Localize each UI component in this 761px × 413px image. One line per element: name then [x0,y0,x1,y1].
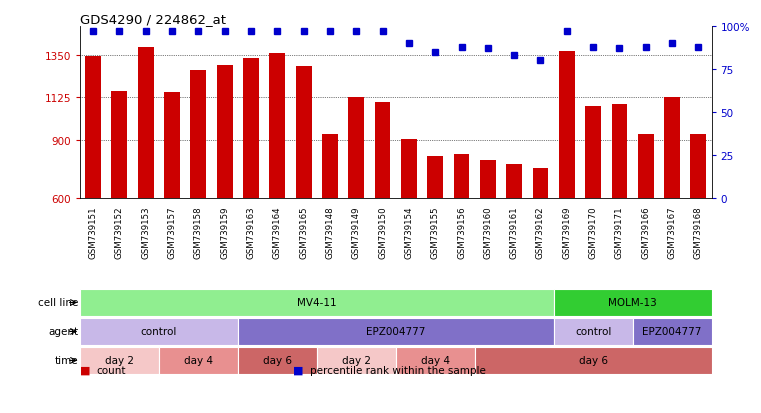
Bar [159,347,237,374]
Bar [243,59,259,198]
Text: GDS4290 / 224862_at: GDS4290 / 224862_at [80,13,226,26]
Bar [237,318,554,345]
Bar [475,347,712,374]
Bar [374,103,390,198]
Text: control: control [575,327,611,337]
Bar [638,135,654,198]
Text: day 6: day 6 [578,356,607,366]
Bar [322,135,338,198]
Bar [112,92,127,198]
Bar [428,157,443,198]
Text: day 2: day 2 [342,356,371,366]
Bar [317,347,396,374]
Bar [690,135,706,198]
Bar [480,160,495,198]
Bar [401,140,417,198]
Text: count: count [97,365,126,375]
Text: control: control [141,327,177,337]
Bar [506,165,522,198]
Bar [80,318,238,345]
Bar [269,54,285,198]
Bar [612,105,627,198]
Text: ■: ■ [80,365,91,375]
Bar [164,93,180,198]
Bar [533,169,549,198]
Bar [237,347,317,374]
Text: cell line: cell line [38,298,78,308]
Text: percentile rank within the sample: percentile rank within the sample [310,365,486,375]
Bar [632,318,712,345]
Text: MOLM-13: MOLM-13 [608,298,657,308]
Bar [296,67,311,198]
Bar [664,97,680,198]
Bar [396,347,475,374]
Bar [559,52,575,198]
Text: EPZ004777: EPZ004777 [366,327,425,337]
Text: time: time [55,356,78,366]
Text: day 2: day 2 [105,356,134,366]
Bar [138,48,154,198]
Bar [85,57,101,198]
Bar [454,154,470,198]
Text: EPZ004777: EPZ004777 [642,327,702,337]
Text: agent: agent [49,327,78,337]
Text: MV4-11: MV4-11 [297,298,336,308]
Bar [554,318,632,345]
Bar [80,347,159,374]
Text: ■: ■ [293,365,304,375]
Bar [80,290,554,316]
Bar [217,66,233,198]
Bar [585,107,601,198]
Bar [190,71,206,198]
Bar [349,97,365,198]
Bar [554,290,712,316]
Text: day 6: day 6 [263,356,291,366]
Text: day 4: day 4 [184,356,213,366]
Text: day 4: day 4 [421,356,450,366]
